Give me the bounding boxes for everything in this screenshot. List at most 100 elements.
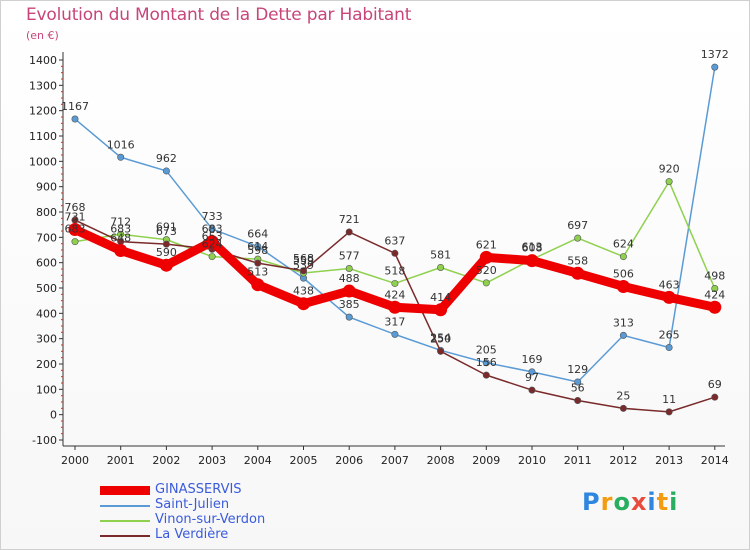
data-label: 520 — [476, 264, 497, 277]
y-tick-label: 300 — [36, 333, 57, 346]
legend-label: Saint-Julien — [155, 497, 230, 512]
data-label: 488 — [339, 272, 360, 285]
data-label: 683 — [202, 223, 223, 236]
legend-label: Vinon-sur-Verdon — [155, 512, 266, 527]
data-label: 56 — [571, 381, 585, 394]
data-point — [297, 297, 310, 311]
x-tick-label: 2010 — [518, 454, 546, 467]
y-tick-label: 200 — [36, 358, 57, 371]
data-label: 438 — [293, 285, 314, 298]
data-point — [345, 228, 353, 236]
data-point — [665, 178, 673, 186]
x-tick-label: 2000 — [61, 454, 89, 467]
x-tick-label: 2005 — [290, 454, 318, 467]
x-tick-label: 2006 — [335, 454, 363, 467]
y-tick-label: 1100 — [29, 130, 57, 143]
data-label: 97 — [525, 371, 539, 384]
data-label: 712 — [110, 215, 131, 228]
data-label: 1016 — [107, 138, 135, 151]
data-label: 558 — [567, 254, 588, 267]
data-label: 69 — [708, 378, 722, 391]
logo-letter: o — [613, 488, 631, 516]
y-tick-label: 1300 — [29, 79, 57, 92]
data-label: 424 — [704, 288, 725, 301]
data-label: 624 — [202, 238, 223, 251]
x-tick-label: 2004 — [244, 454, 272, 467]
y-tick-label: 1200 — [29, 105, 57, 118]
x-tick-label: 2001 — [107, 454, 135, 467]
data-label: 608 — [522, 242, 543, 255]
data-point — [205, 235, 219, 249]
data-point — [71, 115, 79, 123]
data-point — [208, 253, 216, 261]
data-point — [254, 259, 262, 267]
data-label: 250 — [430, 332, 451, 345]
data-label: 653 — [202, 230, 223, 243]
data-label: 598 — [247, 244, 268, 257]
data-point — [619, 331, 627, 339]
logo-letter: r — [600, 488, 614, 516]
chart-subtitle: (en €) — [26, 29, 59, 42]
data-point — [388, 300, 402, 314]
data-point — [114, 244, 128, 258]
data-label: 265 — [659, 329, 680, 342]
data-label: 205 — [476, 344, 497, 357]
data-point — [662, 290, 676, 304]
logo-letter: i — [669, 488, 679, 516]
data-point — [345, 313, 353, 321]
x-tick-label: 2014 — [701, 454, 729, 467]
data-label: 614 — [247, 240, 268, 253]
legend-swatch — [100, 486, 150, 495]
data-point — [117, 230, 125, 238]
data-label: 1167 — [61, 100, 89, 113]
x-tick-label: 2013 — [655, 454, 683, 467]
data-label: 637 — [384, 234, 405, 247]
y-tick-label: -100 — [32, 434, 57, 447]
data-label: 1372 — [701, 48, 729, 61]
data-point — [162, 240, 170, 248]
data-point — [479, 250, 493, 264]
chart-title: Evolution du Montant de la Dette par Hab… — [26, 5, 412, 25]
data-point — [117, 153, 125, 161]
y-tick-label: 500 — [36, 282, 57, 295]
data-label: 613 — [522, 240, 543, 253]
x-tick-label: 2002 — [152, 454, 180, 467]
data-point — [391, 249, 399, 257]
y-tick-label: 0 — [50, 409, 57, 422]
data-point — [525, 254, 539, 268]
data-label: 962 — [156, 152, 177, 165]
data-label: 11 — [662, 393, 676, 406]
data-point — [528, 368, 536, 376]
data-label: 683 — [110, 223, 131, 236]
legend-swatch — [100, 520, 150, 522]
legend-swatch — [100, 535, 150, 537]
data-label: 673 — [156, 225, 177, 238]
data-point — [342, 284, 356, 298]
data-point — [574, 378, 582, 386]
data-label: 920 — [659, 163, 680, 176]
data-label: 683 — [65, 223, 86, 236]
data-label: 590 — [156, 246, 177, 259]
data-label: 317 — [384, 315, 405, 328]
data-label: 648 — [110, 232, 131, 245]
data-point — [482, 371, 490, 379]
data-point — [208, 225, 216, 233]
data-label: 768 — [65, 201, 86, 214]
data-point — [482, 359, 490, 367]
y-tick-label: 700 — [36, 231, 57, 244]
data-label: 513 — [247, 266, 268, 279]
data-point — [254, 242, 262, 250]
data-label: 313 — [613, 316, 634, 329]
data-point — [437, 263, 445, 271]
legend-label: GINASSERVIS — [155, 482, 242, 497]
y-tick-label: 100 — [36, 383, 57, 396]
data-label: 539 — [293, 259, 314, 272]
data-label: 624 — [613, 238, 634, 251]
data-point — [574, 234, 582, 242]
data-label: 385 — [339, 298, 360, 311]
data-point — [665, 344, 673, 352]
data-point — [391, 330, 399, 338]
data-label: 577 — [339, 249, 360, 262]
x-tick-label: 2012 — [609, 454, 637, 467]
data-point — [71, 238, 79, 246]
